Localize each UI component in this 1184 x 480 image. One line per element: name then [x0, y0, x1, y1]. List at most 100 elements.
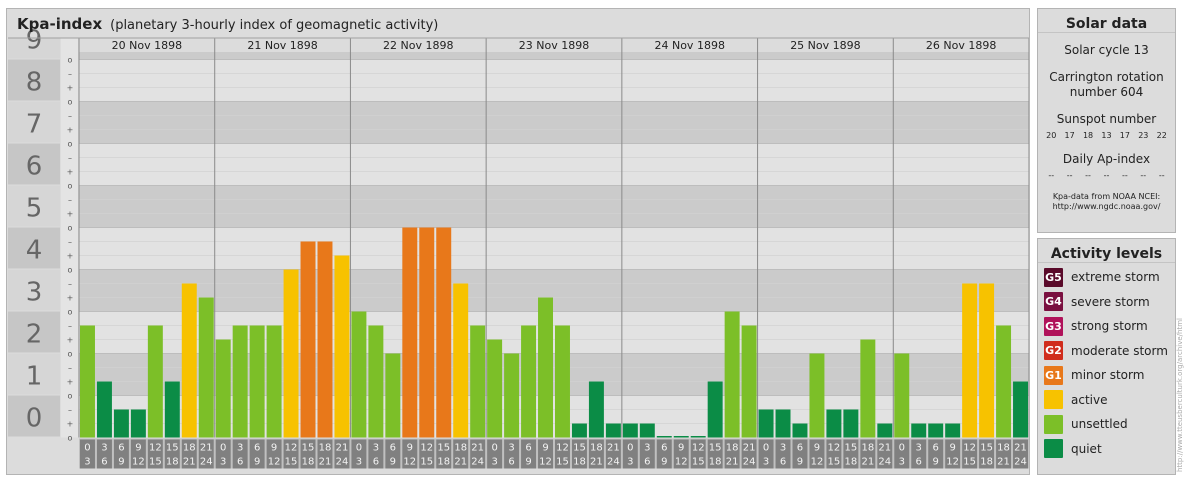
kp-band: [79, 269, 1029, 312]
sunspot-value: 17: [1119, 131, 1130, 140]
interval-cell: [470, 439, 486, 469]
interval-start-label: 6: [390, 443, 396, 454]
interval-end-label: 24: [1014, 457, 1027, 468]
kp-band: [79, 59, 1029, 102]
interval-cell: [622, 439, 638, 469]
kp-bar: [419, 227, 435, 438]
kp-label-band: [8, 353, 60, 395]
interval-start-label: 9: [814, 443, 820, 454]
subtick-label: –: [68, 196, 72, 205]
kp-label-band: [8, 311, 60, 353]
kpa-chart-panel: 0 1 2 3 4 5 6 7 8 9 o + o + – o + – o + – o + – o + – o + – o + – o + – o –20…: [6, 8, 1030, 475]
kp-bar: [368, 325, 384, 438]
subtick-label: +: [67, 84, 74, 93]
interval-start-label: 21: [336, 443, 349, 454]
kp-band: [79, 101, 1029, 144]
sunspot-values: 20 17 18 13 17 23 22: [1038, 131, 1175, 140]
kp-label-band: [8, 101, 60, 143]
kp-label-band: [8, 59, 60, 101]
day-label: 24 Nov 1898: [654, 39, 724, 52]
interval-cell: [656, 439, 672, 469]
interval-end-label: 6: [780, 457, 786, 468]
kp-bar: [911, 423, 927, 438]
interval-cell: [164, 439, 180, 469]
interval-cell: [826, 439, 842, 469]
kp-bar: [622, 423, 638, 438]
interval-cell: [385, 439, 401, 469]
interval-end-label: 15: [149, 457, 162, 468]
ap-index-values: -- -- -- -- -- -- --: [1038, 171, 1175, 180]
subtick-column: [61, 38, 78, 438]
chart-title: Kpa-index (planetary 3-hourly index of ge…: [17, 15, 438, 33]
legend-swatch: [1044, 390, 1063, 410]
kp-bar: [181, 283, 197, 438]
interval-cell: [792, 439, 808, 469]
interval-end-label: 3: [491, 457, 497, 468]
subtick-label: o: [68, 140, 73, 149]
interval-start-label: 3: [237, 443, 243, 454]
ap-index-label: Daily Ap-index: [1062, 152, 1151, 166]
legend-label: unsettled: [1071, 417, 1128, 432]
kp-bar: [894, 353, 910, 438]
legend-label: strong storm: [1071, 319, 1148, 334]
interval-end-label: 21: [454, 457, 467, 468]
subtick-label: o: [68, 182, 73, 191]
kp-tick-label: 9: [26, 26, 43, 56]
interval-cell: [758, 439, 774, 469]
interval-cell: [775, 439, 791, 469]
interval-cell: [555, 439, 570, 469]
day-label: 22 Nov 1898: [383, 39, 453, 52]
interval-end-label: 18: [980, 457, 993, 468]
kp-label-band: [8, 227, 60, 269]
interval-cell: [147, 439, 163, 469]
kp-bar: [317, 241, 333, 438]
sunspot-value: 22: [1156, 131, 1167, 140]
legend-item-extreme-storm: G5 extreme storm: [1038, 265, 1175, 290]
interval-end-label: 21: [997, 457, 1010, 468]
interval-start-label: 6: [118, 443, 124, 454]
interval-cell: [181, 439, 197, 469]
kp-bar: [300, 241, 316, 438]
ap-value: --: [1122, 171, 1128, 180]
legend-item-active: active: [1038, 388, 1175, 413]
interval-cell: [843, 439, 859, 469]
legend-item-moderate-storm: G2 moderate storm: [1038, 339, 1175, 364]
kp-tick-label: 6: [26, 152, 43, 182]
interval-cell: [419, 439, 435, 469]
interval-cell: [249, 439, 265, 469]
credit-text: http://www.tteusberculturk.org/archive/h…: [1176, 318, 1184, 472]
interval-end-label: 24: [471, 457, 484, 468]
chart-title-main: Kpa-index: [17, 15, 103, 33]
kp-bar: [707, 381, 723, 438]
interval-start-label: 12: [556, 443, 569, 454]
interval-cell: [368, 439, 384, 469]
subtick-label: –: [68, 70, 72, 79]
interval-cell: [334, 439, 350, 469]
subtick-label: o: [68, 98, 73, 107]
kp-bar: [758, 409, 774, 438]
kp-band: [79, 227, 1029, 270]
legend-swatch: G4: [1044, 292, 1063, 312]
data-source-link[interactable]: http://www.ngdc.noaa.gov/: [1052, 202, 1161, 211]
kp-bar: [792, 423, 808, 438]
interval-end-label: 21: [319, 457, 332, 468]
interval-end-label: 15: [828, 457, 841, 468]
interval-start-label: 6: [525, 443, 531, 454]
interval-start-label: 12: [285, 443, 298, 454]
kp-tick-label: 0: [26, 404, 43, 434]
legend-swatch: G3: [1044, 316, 1063, 336]
interval-cell: [130, 439, 146, 469]
sunspot-value: 17: [1064, 131, 1075, 140]
interval-end-label: 3: [899, 457, 905, 468]
kp-label-band: [8, 185, 60, 227]
legend-item-unsettled: unsettled: [1038, 412, 1175, 437]
legend-item-quiet: quiet: [1038, 437, 1175, 462]
subtick-label: o: [68, 224, 73, 233]
subtick-label: –: [68, 406, 72, 415]
kp-bar: [656, 436, 672, 438]
carrington-rotation-line1: Carrington rotation: [1049, 70, 1164, 84]
legend-label: moderate storm: [1071, 343, 1168, 358]
activity-levels-panel: Activity levels G5 extreme storm G4 severe …: [1037, 238, 1176, 475]
interval-end-label: 9: [797, 457, 803, 468]
subtick-label: –: [68, 112, 72, 121]
